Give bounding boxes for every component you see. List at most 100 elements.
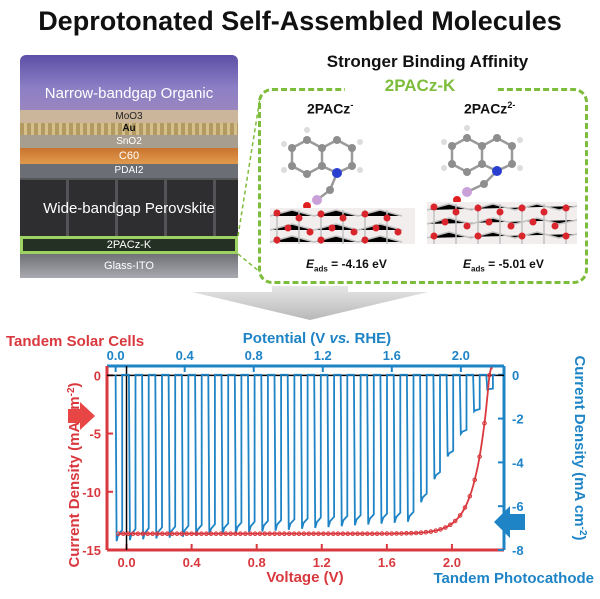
connector-lines <box>237 97 261 273</box>
jv-point <box>462 505 468 510</box>
jv-point <box>384 531 390 536</box>
legend-solar: Tandem Solar Cells <box>6 333 144 350</box>
jv-point <box>487 373 492 378</box>
jv-point <box>116 531 121 536</box>
jv-point <box>423 529 429 535</box>
jv-point <box>140 531 146 536</box>
jv-point <box>208 531 214 536</box>
jv-point <box>467 493 473 499</box>
jv-point <box>213 531 219 536</box>
jv-point <box>150 531 155 536</box>
jv-point <box>472 477 478 483</box>
jv-point <box>404 531 409 536</box>
top-axis-label: Potential (V vs. RHE) <box>243 330 391 347</box>
jv-point <box>247 531 253 536</box>
red-indicator-arrow <box>68 402 95 430</box>
jv-point <box>267 531 273 536</box>
bottom-tick-label: 1.2 <box>313 555 331 570</box>
jv-point <box>238 531 243 536</box>
jv-point <box>179 531 185 536</box>
inset-title: 2PACz-K <box>345 76 495 96</box>
layer-label: Narrow-bandgap Organic <box>44 85 214 102</box>
jv-point <box>428 529 434 534</box>
jv-point <box>399 531 404 536</box>
jv-point <box>413 530 419 536</box>
layer-sno2: SnO2 <box>20 135 238 148</box>
jv-point <box>448 522 453 528</box>
jv-point <box>340 531 346 536</box>
jv-point <box>174 531 180 536</box>
right-tick-label: -2 <box>512 412 524 427</box>
molecule-1-label: 2PACz- <box>307 100 354 117</box>
jv-point <box>164 531 170 536</box>
molecule-surface-art <box>269 125 578 244</box>
jv-point <box>482 420 487 426</box>
top-tick-label: 2.0 <box>452 348 470 363</box>
jv-point <box>257 531 263 536</box>
chart: Tandem Solar Cells Potential (V vs. RHE)… <box>6 330 594 587</box>
molecule-2-eads: Eads = -5.01 eV <box>463 257 544 274</box>
jv-point <box>228 531 233 536</box>
jv-point <box>204 531 209 536</box>
blue-indicator-arrow <box>494 506 525 538</box>
jv-point <box>345 531 351 536</box>
layer-c60: C60 <box>20 148 238 164</box>
jv-point <box>272 531 277 536</box>
bottom-tick-label: 0.0 <box>117 555 135 570</box>
jv-point <box>418 530 424 535</box>
molecule-2-label: 2PACz2- <box>464 100 516 117</box>
layer-2pacz-k: 2PACz-K <box>20 236 238 254</box>
layer-wide-bandgap-perovskite: Wide-bandgap Perovskite <box>20 178 238 238</box>
jv-point <box>145 531 150 536</box>
jv-point <box>286 531 292 536</box>
jv-point <box>443 525 448 530</box>
jv-point <box>438 527 443 532</box>
molecule-1-structure <box>281 127 363 210</box>
jv-point <box>199 531 204 536</box>
layer-glass-ito: Glass-ITO <box>20 254 238 278</box>
legend-photocathode: Tandem Photocathode <box>433 570 594 587</box>
jv-point <box>160 531 165 536</box>
jv-point <box>291 531 297 536</box>
layer-label: 2PACz-K <box>106 239 152 251</box>
device-stack: Narrow-bandgap Organic MoO3 Au SnO2 C60 … <box>20 55 238 280</box>
bottom-tick-label: 0.8 <box>248 555 266 570</box>
jv-point <box>394 531 399 536</box>
jv-point <box>125 531 131 536</box>
jv-point <box>233 531 238 536</box>
jv-point <box>477 454 482 459</box>
jv-point <box>457 513 463 518</box>
jv-point <box>135 531 141 536</box>
layer-label: SnO2 <box>116 136 142 147</box>
jv-point <box>223 531 229 536</box>
top-tick-label: 1.2 <box>314 348 332 363</box>
jv-point <box>130 531 136 536</box>
layer-narrow-bandgap-organic: Narrow-bandgap Organic <box>20 55 238 110</box>
left-tick-label: -10 <box>82 485 101 500</box>
jv-point <box>155 531 160 536</box>
jv-point <box>389 531 395 536</box>
jv-point <box>374 531 380 536</box>
jv-point <box>189 531 194 536</box>
surface-2-lattice <box>426 202 578 244</box>
subtitle: Stronger Binding Affinity <box>326 52 529 71</box>
top-tick-label: 0.0 <box>107 348 125 363</box>
molecule-2-structure <box>441 125 523 204</box>
jv-point <box>306 531 312 536</box>
jv-point <box>301 531 307 536</box>
jv-point <box>184 531 189 536</box>
jv-point <box>330 531 336 536</box>
jv-point <box>379 531 385 536</box>
layer-label: PDAI2 <box>114 165 144 176</box>
layer-label: C60 <box>118 150 140 162</box>
jv-point <box>321 531 326 536</box>
bottom-tick-label: 2.0 <box>443 555 461 570</box>
jv-point <box>169 531 175 536</box>
jv-point <box>355 531 360 536</box>
left-tick-label: 0 <box>94 368 101 383</box>
right-tick-label: 0 <box>512 368 519 383</box>
left-axis-label: Current Density (mA cm-2) <box>66 382 84 567</box>
jv-point <box>409 530 414 536</box>
layer-label: Glass-ITO <box>104 260 154 272</box>
jv-point <box>194 531 199 536</box>
